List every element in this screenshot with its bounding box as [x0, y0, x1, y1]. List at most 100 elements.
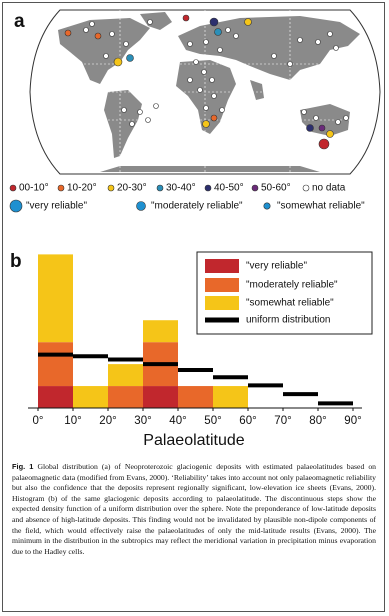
legend-label: 20-30° [117, 183, 147, 194]
map-dot [153, 103, 159, 109]
legend-label: 30-40° [166, 183, 196, 194]
legend-swatch [263, 202, 271, 210]
figure-frame [2, 2, 385, 612]
bar-segment [143, 320, 178, 343]
legend-label: no data [312, 183, 346, 194]
legend-swatch [9, 199, 23, 213]
legend-label: "somewhat reliable" [277, 201, 365, 212]
bar-segment [108, 386, 143, 408]
bar-segment [38, 254, 73, 343]
map-dot [219, 107, 225, 113]
legend-label: "moderately reliable" [246, 280, 338, 291]
legend-label: "very reliable" [246, 261, 307, 272]
map-dot [313, 115, 319, 121]
map-dot [327, 31, 333, 37]
legend-swatch [57, 184, 65, 192]
panel-label: b [10, 251, 22, 272]
legend-swatch [205, 296, 239, 310]
x-tick-label: 40° [169, 415, 186, 427]
map-dot [209, 77, 215, 83]
map-dot [287, 61, 293, 67]
x-tick-label: 10° [64, 415, 81, 427]
x-tick-label: 80° [309, 415, 326, 427]
map-dot [210, 114, 218, 122]
x-tick-label: 60° [239, 415, 256, 427]
x-tick-label: 90° [344, 415, 361, 427]
x-tick-label: 0° [33, 415, 44, 427]
legend-swatch [302, 184, 310, 192]
legend-swatch [205, 278, 239, 292]
legend-label: 40-50° [214, 183, 244, 194]
bar-segment [38, 342, 73, 387]
bar-segment [38, 386, 73, 408]
map-dot [203, 105, 209, 111]
legend-swatch [9, 184, 17, 192]
x-tick-label: 20° [99, 415, 116, 427]
legend-label: "somewhat reliable" [246, 298, 334, 309]
map-dot [197, 87, 203, 93]
map-dot [147, 19, 153, 25]
map-dot [225, 27, 231, 33]
map-dot [333, 45, 339, 51]
map-dot [301, 109, 307, 115]
legend-label: uniform distribution [246, 315, 330, 326]
map-dot [193, 59, 199, 65]
legend-swatch [156, 184, 164, 192]
x-tick-label: 50° [204, 415, 221, 427]
caption-label: Fig. 1 [12, 462, 34, 471]
map-dot [217, 47, 223, 53]
legend-label: 50-60° [261, 183, 291, 194]
map-dot [103, 53, 109, 59]
x-tick-label: 70° [274, 415, 291, 427]
map-dot [126, 54, 134, 62]
histogram: 0° 10° 20° 30° 40° 50° 60° 70° 80° 90° [28, 254, 362, 427]
world-map [29, 9, 381, 175]
legend-label: "very reliable" [26, 201, 87, 212]
map-dot [326, 130, 334, 138]
map-dot [187, 41, 193, 47]
panel-label: a [14, 11, 25, 32]
map-dot [145, 117, 151, 123]
map-dot [209, 17, 219, 27]
legend-swatch [251, 184, 259, 192]
map-dot [335, 119, 341, 125]
map-dot [187, 77, 193, 83]
map-dot [202, 120, 210, 128]
map-dot [214, 28, 222, 36]
bar-segment [213, 386, 248, 408]
map-dot [113, 57, 123, 67]
bar-segment [143, 386, 178, 408]
map-dot [297, 37, 303, 43]
map-legend: 00-10° 10-20° 20-30° 30-40° 40-50° 50-60° no d… [9, 183, 365, 213]
map-dot [343, 115, 349, 121]
map-dot [83, 27, 89, 33]
map-dot [182, 14, 190, 22]
x-axis-label: Palaeolatitude [143, 432, 245, 449]
map-dot [201, 69, 207, 75]
map-dot [315, 39, 321, 45]
map-dot [94, 32, 102, 40]
map-dot [129, 121, 135, 127]
figure-caption: Fig. 1 Global distribution (a) of Neopro… [12, 462, 376, 557]
map-dot [318, 124, 326, 132]
map-dot [203, 39, 209, 45]
legend-swatch [204, 184, 212, 192]
map-dot [89, 21, 95, 27]
figure: a 00-10° 10-20° 20-30° 30-40° 40-50° 50-60° no… [9, 9, 381, 449]
legend-swatch [205, 259, 239, 273]
legend-label: 00-10° [19, 183, 49, 194]
map-dot [271, 53, 277, 59]
bar-segment [73, 386, 108, 408]
bar-segment [108, 364, 143, 387]
legend-swatch [136, 201, 146, 211]
map-dot [244, 18, 252, 26]
bar-segment [178, 386, 213, 408]
x-tick-label: 30° [134, 415, 151, 427]
legend-label: 10-20° [67, 183, 97, 194]
map-dot [318, 138, 330, 150]
legend-swatch [107, 184, 115, 192]
map-dot [211, 93, 217, 99]
legend-label: "moderately reliable" [151, 201, 243, 212]
histogram-legend: "very reliable" "moderately reliable" "som… [205, 259, 338, 326]
map-dot [306, 124, 314, 132]
